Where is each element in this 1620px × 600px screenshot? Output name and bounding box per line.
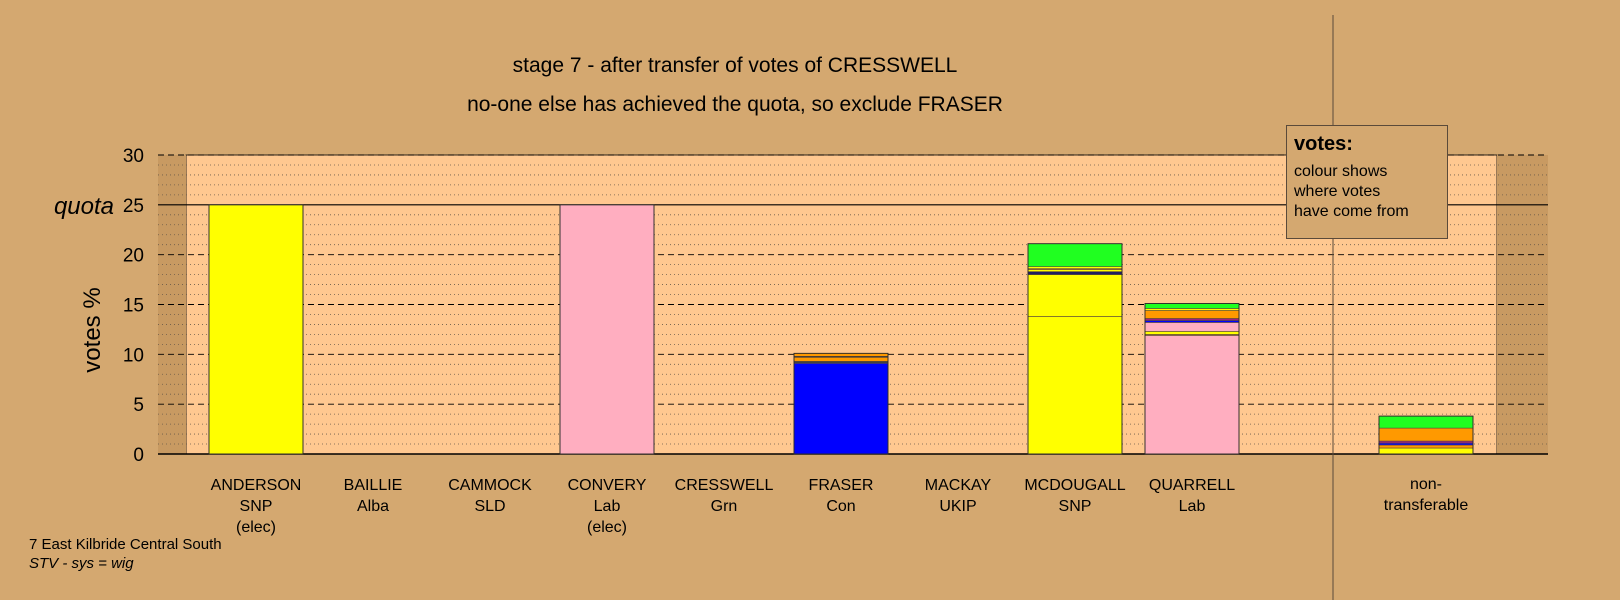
legend-line-2: where votes — [1294, 183, 1381, 200]
party-label: SNP — [1059, 498, 1092, 515]
bar-fraser-outline — [793, 352, 889, 455]
y-tick-label: 25 — [123, 196, 144, 217]
party-label: SLD — [474, 498, 505, 515]
bar-anderson-outline — [208, 204, 304, 455]
party-label: UKIP — [939, 498, 976, 515]
party-label: Grn — [711, 498, 738, 515]
y-axis-label: votes % — [79, 287, 106, 372]
y-tick-label: 5 — [133, 395, 144, 416]
bar-mcdougall-segment — [1027, 271, 1123, 275]
candidate-name-label: CONVERY — [568, 477, 647, 494]
y-tick-label: 20 — [123, 246, 144, 267]
quota-label: quota — [54, 193, 114, 220]
candidate-name-label: MCDOUGALL — [1024, 477, 1125, 494]
bar-quarrell-segment — [1144, 331, 1240, 335]
chart-subtitle: no-one else has achieved the quota, so e… — [467, 93, 1003, 116]
bar-fraser-segment — [793, 357, 889, 362]
bar-nontransferable-segment — [1378, 415, 1474, 429]
candidate-name-label: FRASER — [809, 477, 874, 494]
party-label: Alba — [357, 498, 389, 515]
legend-line-3: have come from — [1294, 203, 1409, 220]
bar-nontransferable-segment — [1378, 447, 1474, 455]
bar-mcdougall-outline — [1027, 243, 1123, 455]
y-tick-label: 10 — [123, 345, 144, 366]
y-tick-label: 15 — [123, 296, 144, 317]
party-label: Lab — [594, 498, 621, 515]
y-tick-label: 0 — [133, 445, 144, 466]
nontransferable-label: transferable — [1384, 497, 1469, 514]
bar-convery-segment — [559, 204, 655, 455]
elected-note-label: (elec) — [587, 519, 627, 536]
party-label: Lab — [1179, 498, 1206, 515]
bar-quarrell-segment — [1144, 322, 1240, 332]
bar-quarrell-segment — [1144, 335, 1240, 455]
bar-mcdougall-segment — [1027, 243, 1123, 267]
bar-mcdougall-segment — [1027, 316, 1123, 455]
bar-anderson-segment — [208, 204, 304, 455]
candidate-name-label: CAMMOCK — [448, 477, 532, 494]
bar-fraser-segment — [793, 363, 889, 455]
party-label: SNP — [240, 498, 273, 515]
bar-nontransferable-outline — [1378, 415, 1474, 455]
party-label: Con — [826, 498, 855, 515]
legend-box: votes: colour shows where votes have com… — [1286, 125, 1448, 239]
candidate-name-label: MACKAY — [925, 477, 992, 494]
candidate-name-label: BAILLIE — [344, 477, 403, 494]
elected-note-label: (elec) — [236, 519, 276, 536]
legend-line-1: colour shows — [1294, 163, 1388, 180]
bar-quarrell-outline — [1144, 303, 1240, 455]
bar-quarrell-segment — [1144, 303, 1240, 309]
chart-title: stage 7 - after transfer of votes of CRE… — [513, 54, 958, 77]
legend-title: votes: — [1294, 133, 1353, 155]
bar-mcdougall-segment — [1027, 274, 1123, 317]
system-label: STV - sys = wig — [29, 555, 134, 572]
nontransferable-label: non- — [1410, 476, 1442, 493]
bar-nontransferable-segment — [1378, 444, 1474, 449]
bar-nontransferable-segment — [1378, 427, 1474, 442]
candidate-name-label: QUARRELL — [1149, 477, 1235, 494]
bar-quarrell-segment — [1144, 310, 1240, 319]
candidate-name-label: CRESSWELL — [675, 477, 774, 494]
bar-convery-outline — [559, 204, 655, 455]
constituency-label: 7 East Kilbride Central South — [29, 536, 222, 553]
candidate-name-label: ANDERSON — [211, 477, 302, 494]
y-tick-label: 30 — [123, 146, 144, 167]
